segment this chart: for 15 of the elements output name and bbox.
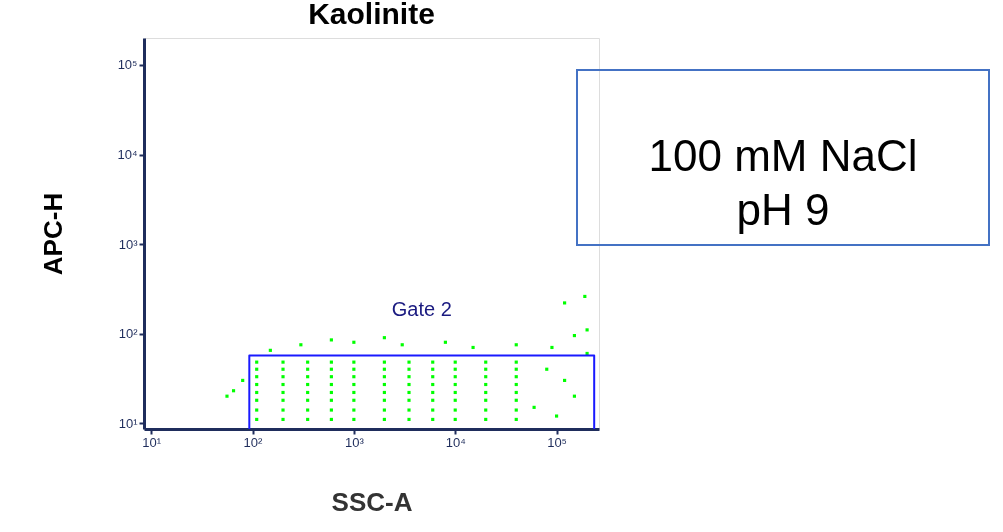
y-tick-label: 10⁵: [117, 57, 138, 73]
series-label: Gate 2: [391, 298, 452, 321]
y-axis-title: APC-H: [38, 192, 69, 276]
x-tick-label: 10⁴: [445, 434, 466, 450]
y-tick-label: 10³: [118, 236, 139, 252]
text: 100 mM NaCl pH 9: [648, 131, 918, 234]
chart-title: Kaolinite: [308, 0, 435, 30]
x-tick-label: 10¹: [142, 434, 162, 450]
x-tick-label: 10²: [243, 434, 264, 450]
y-tick-label: 10¹: [118, 415, 139, 431]
x-tick-label: 10⁵: [547, 434, 568, 450]
y-tick-label: 10⁴: [117, 147, 138, 162]
x-axis-title: SSC-A: [331, 486, 413, 517]
x-tick-label: 10³: [344, 434, 365, 450]
y-tick-label: 10²: [118, 326, 139, 342]
